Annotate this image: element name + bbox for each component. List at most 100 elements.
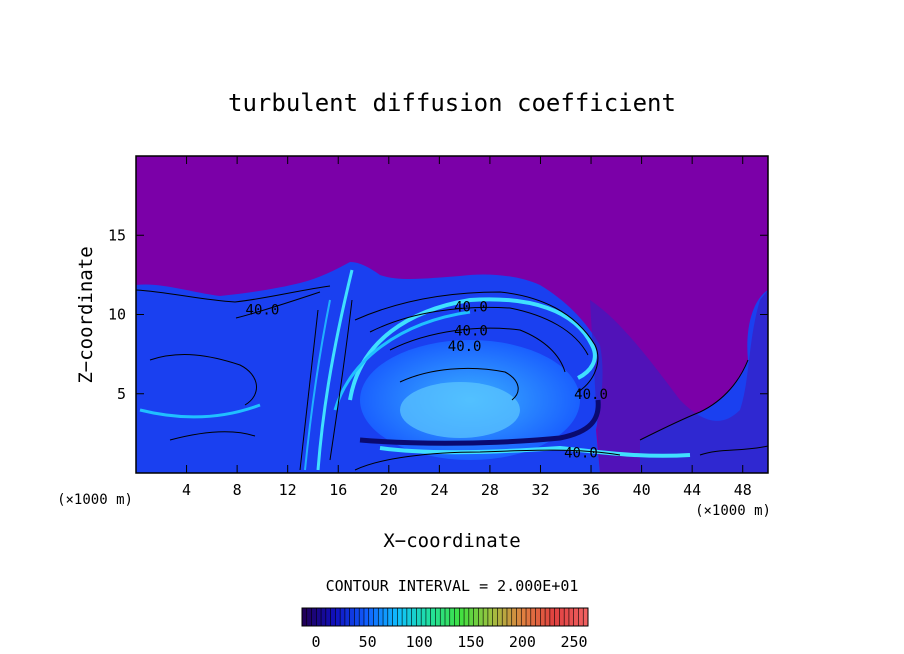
- x-tick-label: 24: [430, 481, 448, 499]
- contour-label: 40.0: [246, 303, 280, 319]
- colorbar-cell: [516, 608, 522, 626]
- roll-edge-streak: [348, 297, 597, 401]
- colorbar-cell: [530, 608, 537, 626]
- colorbar-cell: [554, 608, 560, 626]
- colorbar-cell: [521, 608, 527, 626]
- contour-label: 40.0: [574, 387, 608, 403]
- x-tick-label: 40: [633, 481, 651, 499]
- colorbar-frame: [301, 607, 589, 627]
- contour-interval-text: CONTOUR INTERVAL = 2.000E+01: [326, 577, 579, 595]
- x-tick-label: 36: [582, 481, 600, 499]
- colorbar-cell: [349, 608, 355, 626]
- x-tick-label: 20: [380, 481, 398, 499]
- contour-label: 40.0: [454, 300, 488, 316]
- updraft-streak: [316, 269, 354, 471]
- colorbar-cell: [573, 608, 579, 626]
- colorbar-cell: [545, 608, 551, 626]
- left-streak: [139, 403, 261, 419]
- colorbar-cell: [302, 608, 308, 626]
- contour-lines: [136, 285, 768, 471]
- colorbar-cell: [411, 608, 417, 626]
- colorbar-cell: [325, 608, 332, 626]
- y-axis: 5 10 15: [108, 226, 768, 403]
- x-tick-label: 4: [182, 481, 191, 499]
- colorbar-cell: [406, 608, 413, 626]
- colorbar-cell: [392, 608, 398, 626]
- plot-area: 40.0 40.040.040.040.040.0: [136, 156, 768, 473]
- colorbar-cell: [311, 608, 317, 626]
- colorbar-cell: [435, 608, 441, 626]
- y-axis-label: Z−coordinate: [75, 246, 97, 383]
- colorbar-cell: [497, 608, 503, 626]
- colorbar-cell: [473, 608, 479, 626]
- colorbar-cell: [378, 608, 384, 626]
- x-tick-label: 8: [233, 481, 242, 499]
- colorbar-cell: [368, 608, 374, 626]
- colorbar-cell: [559, 608, 565, 626]
- contour-label: 40.0: [454, 323, 488, 339]
- colorbar-cell: [564, 608, 570, 626]
- y-tick-label: 5: [117, 385, 126, 403]
- colorbar-cell: [340, 608, 346, 626]
- colorbar-cell: [578, 608, 584, 626]
- colorbar-cell: [402, 608, 408, 626]
- colorbar-cell: [344, 608, 351, 626]
- colorbar-cell: [511, 608, 517, 626]
- colorbar-cell: [483, 608, 489, 626]
- x-tick-label: 32: [531, 481, 549, 499]
- colorbar-cell: [430, 608, 436, 626]
- colorbar-tick-label: 100: [406, 633, 433, 651]
- updraft-streak-2: [304, 299, 331, 471]
- roll-edge-streak-2: [333, 310, 471, 411]
- colorbar-cell: [535, 608, 541, 626]
- colorbar-cell: [397, 608, 403, 626]
- colorbar-cell: [502, 608, 508, 626]
- y-tick-label: 10: [108, 306, 126, 324]
- mid-wave-band: [590, 290, 768, 473]
- x-tick-label: 44: [683, 481, 701, 499]
- colorbar-cell: [445, 608, 451, 626]
- colorbar-cell: [459, 608, 465, 626]
- colorbar-cell: [387, 608, 394, 626]
- colorbar-tick-label: 200: [509, 633, 536, 651]
- dark-band: [359, 399, 601, 446]
- colorbar-ticks: 0 50 100 150 200 250: [311, 633, 587, 651]
- colorbar-cell: [335, 608, 341, 626]
- colorbar-cell: [568, 608, 575, 626]
- colorbar-tick-label: 50: [359, 633, 377, 651]
- y-tick-label: 15: [108, 226, 126, 244]
- colorbar-cell: [354, 608, 360, 626]
- bottom-streak: [379, 445, 691, 458]
- colorbar-cell: [464, 608, 470, 626]
- colorbar-cell: [416, 608, 422, 626]
- x-tick-label: 48: [734, 481, 752, 499]
- contour-label: 40.0: [564, 445, 598, 461]
- colorbar-cell: [526, 608, 532, 626]
- contour-label: 40.0: [448, 339, 482, 355]
- vortex-inner: [400, 382, 520, 438]
- colorbar-cell: [583, 608, 589, 626]
- colorbar-cell: [468, 608, 475, 626]
- colorbar-cell: [359, 608, 365, 626]
- x-tick-label: 16: [329, 481, 347, 499]
- colorbar-cell: [506, 608, 513, 626]
- colorbar-tick-label: 150: [457, 633, 484, 651]
- colorbar-cell: [549, 608, 556, 626]
- colorbar-tick-label: 250: [560, 633, 587, 651]
- colorbar-cell: [363, 608, 370, 626]
- x-axis: 4 8 12 16 20 24 28 32 36 40 44 48: [182, 156, 752, 499]
- colorbar-cell: [321, 608, 327, 626]
- x-unit-right: (×1000 m): [695, 503, 771, 519]
- colorbar-cell: [449, 608, 456, 626]
- x-tick-label: 12: [279, 481, 297, 499]
- colorbar-tick-label: 0: [311, 633, 320, 651]
- x-unit-left: (×1000 m): [57, 492, 133, 508]
- colorbar-cell: [487, 608, 494, 626]
- colorbar-cell: [330, 608, 336, 626]
- x-tick-label: 28: [481, 481, 499, 499]
- colorbar-cell: [492, 608, 498, 626]
- colorbar-cell: [316, 608, 322, 626]
- colorbar-cell: [421, 608, 427, 626]
- colorbar: [301, 607, 589, 627]
